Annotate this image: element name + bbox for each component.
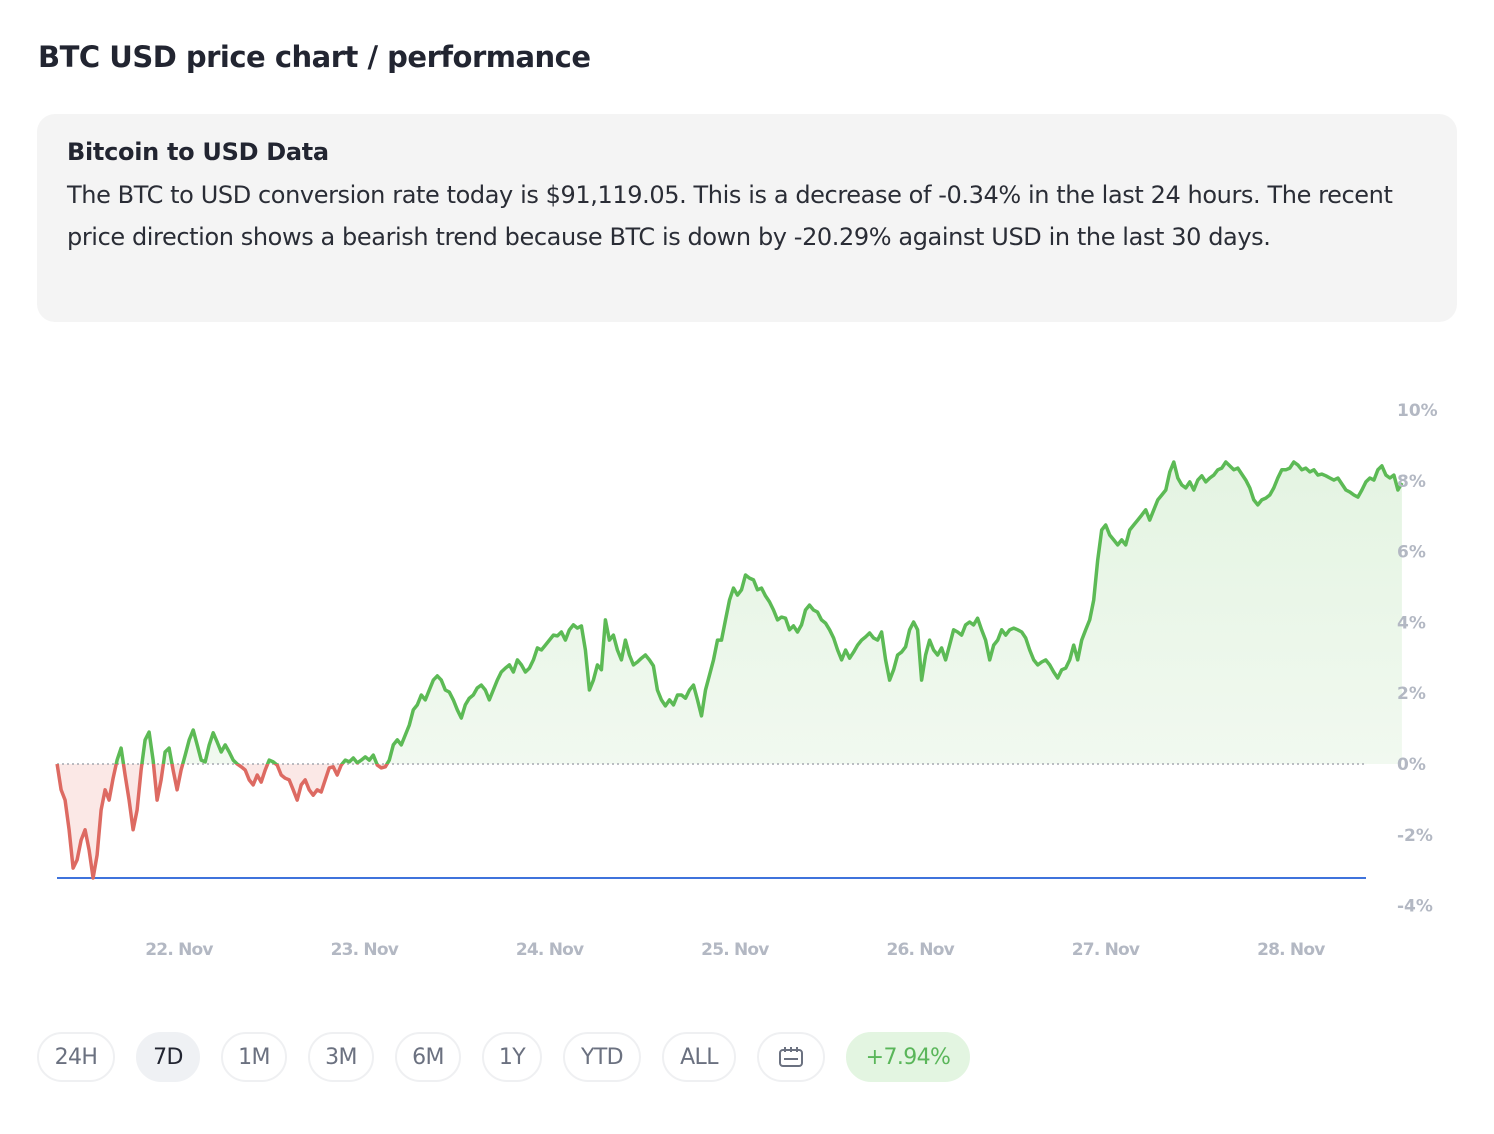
range-label: 3M bbox=[325, 1044, 357, 1070]
change-badge: +7.94% bbox=[846, 1032, 970, 1082]
series-lines bbox=[55, 460, 1404, 880]
y-tick-label: -2% bbox=[1397, 826, 1433, 846]
x-tick-label: 25. Nov bbox=[701, 940, 769, 960]
info-box: Bitcoin to USD Data The BTC to USD conve… bbox=[37, 114, 1457, 322]
y-axis: -4% -2% 0% 2% 4% 6% 8% 10% bbox=[1397, 401, 1438, 917]
range-label: 1M bbox=[238, 1044, 270, 1070]
y-tick-label: 0% bbox=[1397, 755, 1426, 775]
range-button-ytd[interactable]: YTD bbox=[563, 1032, 641, 1082]
range-label: 24H bbox=[54, 1044, 98, 1070]
series-line-positive bbox=[57, 460, 1404, 764]
area-fills bbox=[57, 462, 1402, 878]
y-tick-label: 4% bbox=[1397, 613, 1426, 633]
y-tick-label: 6% bbox=[1397, 543, 1426, 563]
y-tick-label: 8% bbox=[1397, 472, 1426, 492]
range-label: 1Y bbox=[498, 1044, 526, 1070]
calendar-icon bbox=[779, 1047, 803, 1067]
x-tick-label: 24. Nov bbox=[516, 940, 584, 960]
range-button-all[interactable]: ALL bbox=[662, 1032, 736, 1082]
range-label: 7D bbox=[153, 1044, 183, 1070]
x-axis: 22. Nov 23. Nov 24. Nov 25. Nov 26. Nov 27. N… bbox=[145, 940, 1326, 960]
x-tick-label: 23. Nov bbox=[331, 940, 399, 960]
x-tick-label: 27. Nov bbox=[1072, 940, 1140, 960]
info-heading: Bitcoin to USD Data bbox=[67, 138, 329, 166]
info-text: The BTC to USD conversion rate today is … bbox=[67, 181, 1393, 251]
range-button-6m[interactable]: 6M bbox=[395, 1032, 461, 1082]
change-value: +7.94% bbox=[865, 1044, 951, 1070]
price-chart[interactable]: -4% -2% 0% 2% 4% 6% 8% 10% 22. Nov 23. Nov 24. No… bbox=[0, 380, 1494, 980]
page-title: BTC USD price chart / performance bbox=[38, 40, 591, 74]
y-tick-label: -4% bbox=[1397, 897, 1433, 917]
range-button-1y[interactable]: 1Y bbox=[482, 1032, 542, 1082]
range-button-1m[interactable]: 1M bbox=[221, 1032, 287, 1082]
positive-area bbox=[57, 462, 1402, 764]
range-button-7d[interactable]: 7D bbox=[136, 1032, 200, 1082]
x-tick-label: 26. Nov bbox=[886, 940, 954, 960]
y-tick-label: 2% bbox=[1397, 684, 1426, 704]
x-tick-label: 22. Nov bbox=[145, 940, 213, 960]
range-button-24h[interactable]: 24H bbox=[37, 1032, 115, 1082]
range-label: ALL bbox=[680, 1044, 718, 1070]
range-label: 6M bbox=[412, 1044, 444, 1070]
x-tick-label: 28. Nov bbox=[1257, 940, 1325, 960]
range-label: YTD bbox=[580, 1044, 624, 1070]
y-tick-label: 10% bbox=[1397, 401, 1438, 421]
custom-date-button[interactable] bbox=[757, 1032, 825, 1082]
series-line-negative bbox=[55, 764, 390, 880]
range-selector: 24H 7D 1M 3M 6M 1Y YTD ALL +7.94% bbox=[37, 1032, 970, 1082]
range-button-3m[interactable]: 3M bbox=[308, 1032, 374, 1082]
